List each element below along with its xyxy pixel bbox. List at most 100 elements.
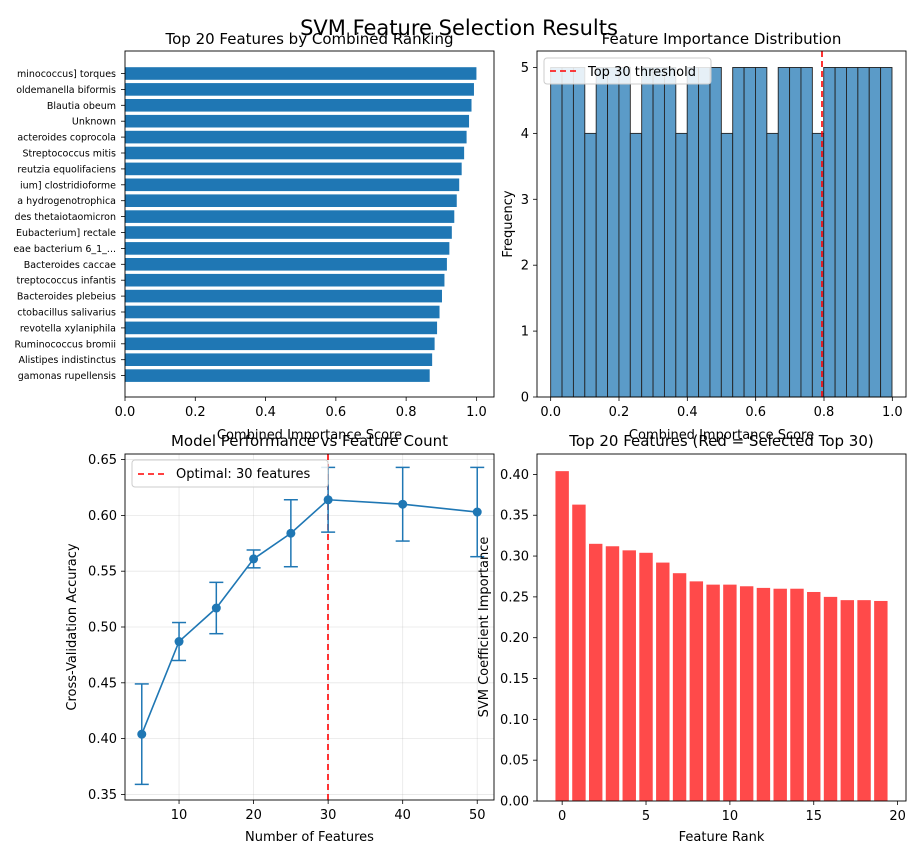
p1-ytick-label: Streptococcus mitis [22,149,116,160]
p1-bar [125,321,438,335]
p4-bar [572,504,586,801]
p4-bar [857,600,871,801]
p1-ytick-label: Unknown [72,117,116,128]
p2-xtick-label: 0.8 [814,405,835,420]
p4-bar [840,600,855,801]
p1-bar [125,258,447,271]
panel-top-features: minococcus] torques oldemanella biformis B… [13,30,495,443]
p2-xtick-label: 0.4 [677,405,698,420]
p1-bar [125,99,472,112]
p1-ytick-label: ctobacillus salivarius [17,308,116,319]
p1-bar [125,130,467,144]
p3-points [137,495,482,739]
panel-performance: 10 20 30 40 50 0.350.400.450.500.550.600.65 … [65,432,495,842]
p4-bar [823,596,838,801]
p2-hist-bar [572,67,586,398]
p3-ylabel: Cross-Validation Accuracy [65,543,80,711]
p1-ytick-label: reutzia equolifaciens [17,164,116,175]
p4-xtick-label: 5 [642,809,650,824]
p3-xtick-label: 30 [320,808,337,823]
p3-legend: Optimal: 30 features [131,459,329,488]
p2-y-ticks: 0 1 2 3 4 5 [521,61,537,406]
p2-hist-bar [607,67,620,398]
p4-bar [874,600,888,801]
p2-hist-bar [709,67,722,398]
p1-bar [125,114,470,128]
p1-xtick-label: 0.6 [326,405,347,420]
p1-bars [125,67,477,382]
p4-ytick-label: 0.30 [500,550,529,565]
p1-ytick-label: minococcus] torques [17,69,116,80]
p4-ytick-label: 0.05 [500,754,529,769]
p1-x-ticks: 0.0 0.2 0.4 0.6 0.8 1.0 [115,397,487,420]
p4-bar [656,562,670,801]
p1-ytick-label: revotella xylaniphila [20,323,116,334]
p4-ytick-label: 0.00 [500,795,529,810]
p1-ytick-label: a hydrogenotrophica [17,196,116,207]
p2-hist-bar [663,67,677,398]
p3-ytick-label: 0.40 [88,732,117,747]
p3-accuracy-line [141,498,478,735]
p1-title: Top 20 Features by Combined Ranking [164,30,453,48]
p2-xtick-label: 0.6 [745,405,766,420]
p2-xtick-label: 0.0 [540,405,561,420]
p4-bar [672,573,687,801]
p2-hist-bar [618,67,631,398]
p4-xtick-label: 20 [889,809,906,824]
p2-hist-bar [595,67,609,398]
p1-bar [125,67,477,80]
p3-point [211,603,221,613]
p4-ytick-label: 0.25 [500,590,529,605]
p1-bar [125,353,433,366]
p2-axes-frame [536,50,907,398]
p1-y-ticklabels: minococcus] torques oldemanella biformis B… [13,69,125,382]
p2-xlabel: Combined Importance Score [629,428,814,443]
p3-xtick-label: 40 [394,808,411,823]
p1-bar [125,210,455,223]
p4-bar [773,588,787,801]
p2-hist-bar [641,67,654,398]
p2-hist-bar [686,67,700,398]
p2-title: Feature Importance Distribution [602,30,842,48]
p1-xlabel: Combined Importance Score [217,428,402,443]
p3-ytick-label: 0.55 [88,565,117,580]
p4-ytick-label: 0.20 [500,631,529,646]
p2-hist-bar [800,67,813,398]
p3-xlabel: Number of Features [245,830,374,842]
p1-bar [125,337,435,351]
p2-hist-bar [720,132,734,398]
p4-ytick-label: 0.15 [500,672,529,687]
p4-title: Top 20 Features (Red = Selected Top 30) [568,432,873,450]
p4-bar [807,591,821,801]
p1-xtick-label: 1.0 [466,405,487,420]
p2-hist-bar [777,67,791,398]
p1-xtick-label: 0.0 [115,405,136,420]
p3-point [137,729,147,739]
p2-hist-bar [789,67,802,398]
p2-hist-bar [755,67,768,398]
p4-xlabel: Feature Rank [679,830,765,842]
p2-hist-bar [743,67,756,398]
p4-bar [756,587,771,801]
p2-hist-bar [766,132,779,398]
p2-hist-bar [846,67,859,398]
p2-ylabel: Frequency [501,190,516,257]
p1-bar [125,305,440,319]
p3-ytick-label: 0.60 [88,509,117,524]
p3-xtick-label: 50 [469,808,486,823]
p1-ytick-label: Blautia obeum [47,101,116,112]
p1-ytick-label: Alistipes indistinctus [18,355,116,366]
p1-ytick-label: acteroides coprocola [17,133,116,144]
p1-bar [125,273,445,287]
p4-bar [723,584,737,801]
p4-bar [739,586,754,801]
p1-xtick-label: 0.4 [255,405,276,420]
p4-bar [588,543,603,801]
p2-ytick-label: 5 [521,61,529,76]
p1-xtick-label: 0.8 [396,405,417,420]
p2-hist-bar [732,67,745,398]
p4-y-ticks: 0.00 0.05 0.10 0.15 0.20 0.25 0.30 0.35 0.40 [500,468,537,810]
p2-hist-bar [561,67,574,398]
p1-ytick-label: ium] clostridioforme [20,180,116,191]
